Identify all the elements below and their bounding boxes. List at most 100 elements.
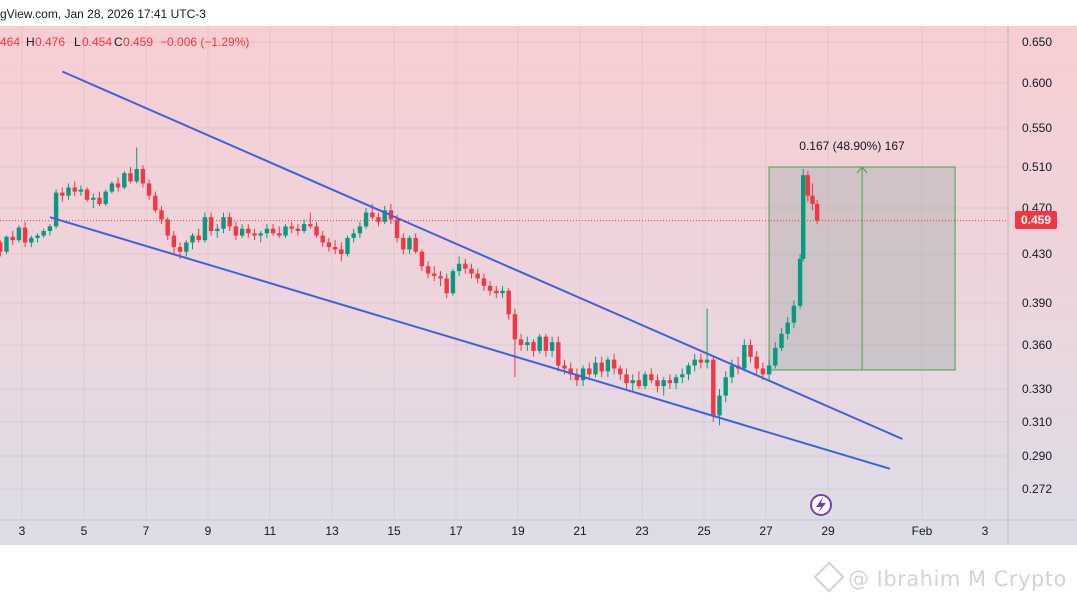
ohlc-row: 464 H 0.476 L 0.454 C 0.459 −0.006 (−1.2… bbox=[0, 35, 249, 49]
candle bbox=[103, 189, 108, 206]
candle bbox=[401, 233, 406, 254]
lightning-icon[interactable] bbox=[810, 494, 832, 516]
candle-body bbox=[115, 183, 121, 188]
candle-body bbox=[208, 217, 214, 231]
trendline-upper[interactable] bbox=[61, 70, 903, 440]
candle bbox=[357, 221, 363, 238]
candle bbox=[673, 374, 679, 389]
trendline-lower[interactable] bbox=[49, 216, 891, 470]
candle-body bbox=[537, 336, 542, 351]
candle bbox=[624, 368, 629, 389]
candle bbox=[580, 365, 586, 387]
watermark: @ Ibrahim M Crypto bbox=[813, 561, 1067, 593]
y-tick-label: 0.330 bbox=[1022, 382, 1052, 396]
candle bbox=[72, 181, 77, 196]
candle bbox=[295, 224, 301, 236]
ohlc-l-label: L bbox=[74, 35, 81, 49]
candle-body bbox=[729, 365, 735, 378]
candle-body bbox=[642, 374, 648, 387]
price-axis[interactable]: 0.6500.6000.5500.5100.4700.4300.3900.360… bbox=[1007, 26, 1077, 545]
candle bbox=[339, 242, 344, 262]
candle bbox=[649, 368, 654, 384]
candle-body bbox=[301, 224, 307, 231]
candle-body bbox=[549, 342, 555, 351]
candle bbox=[711, 356, 716, 422]
candle-body bbox=[41, 231, 46, 236]
candle bbox=[134, 147, 139, 184]
ohlc-open: 464 bbox=[0, 35, 20, 49]
candle-body bbox=[704, 359, 710, 363]
candle-body bbox=[543, 336, 549, 351]
candle-body bbox=[66, 187, 71, 196]
y-tick-label: 0.310 bbox=[1022, 415, 1052, 429]
candle-body bbox=[766, 365, 772, 375]
candle bbox=[593, 356, 598, 378]
x-tick-label: 15 bbox=[387, 524, 401, 538]
candle-body bbox=[636, 380, 642, 387]
x-tick-label: 25 bbox=[697, 524, 711, 538]
candle bbox=[611, 353, 617, 375]
candle bbox=[283, 224, 288, 238]
candle-body bbox=[698, 359, 704, 363]
time-axis[interactable]: 3 5 7 9 11 13 15 17 19 21 23 25 27 29 Feb 3 bbox=[0, 519, 1077, 538]
candle bbox=[568, 362, 573, 381]
candle bbox=[122, 171, 127, 190]
candle bbox=[481, 273, 487, 291]
candle-body bbox=[500, 290, 505, 294]
candle-body bbox=[227, 217, 232, 227]
ohlc-close: 0.459 bbox=[123, 35, 153, 49]
y-tick-label: 0.550 bbox=[1022, 121, 1052, 135]
candle bbox=[345, 235, 350, 257]
x-tick-label: 29 bbox=[821, 524, 835, 538]
candle bbox=[202, 212, 208, 243]
candle bbox=[680, 368, 685, 384]
candle bbox=[326, 237, 332, 252]
candle-body bbox=[264, 228, 270, 234]
candle-body bbox=[599, 362, 604, 372]
candle-body bbox=[246, 228, 251, 234]
candle bbox=[215, 224, 220, 238]
candle bbox=[425, 261, 431, 279]
price-axis-bg bbox=[1008, 26, 1077, 545]
candle bbox=[742, 339, 747, 372]
candle bbox=[376, 212, 381, 227]
candle bbox=[531, 339, 536, 357]
candle-body bbox=[4, 236, 9, 252]
candle bbox=[549, 336, 555, 357]
candle-body bbox=[35, 235, 40, 238]
candle bbox=[35, 233, 40, 243]
candle-body bbox=[376, 217, 381, 222]
candle bbox=[171, 231, 177, 254]
x-tick-label: 11 bbox=[264, 524, 277, 538]
candle-body bbox=[673, 377, 679, 384]
candle bbox=[574, 368, 580, 387]
candle bbox=[22, 221, 28, 248]
measure-tool[interactable] bbox=[768, 166, 956, 371]
candle-body bbox=[419, 251, 425, 267]
trendlines[interactable] bbox=[49, 70, 903, 470]
candle bbox=[4, 235, 9, 254]
candle-body bbox=[760, 368, 766, 375]
candle bbox=[0, 240, 3, 257]
x-tick-label: 3 bbox=[982, 524, 989, 538]
candle bbox=[29, 235, 34, 248]
candle-body bbox=[438, 276, 443, 279]
y-tick-label: 0.430 bbox=[1022, 247, 1052, 261]
candle-body bbox=[357, 226, 363, 234]
candle bbox=[16, 225, 22, 243]
candle bbox=[630, 374, 635, 393]
candle-body bbox=[196, 235, 201, 241]
candle-body bbox=[487, 285, 493, 291]
measure-arrowhead bbox=[856, 166, 868, 174]
candle bbox=[791, 300, 797, 329]
candle-body bbox=[47, 226, 53, 231]
candle bbox=[128, 167, 133, 184]
candle-body bbox=[512, 314, 518, 340]
candle bbox=[363, 208, 369, 229]
candle bbox=[115, 177, 121, 192]
ohlc-change: −0.006 (−1.29%) bbox=[160, 35, 249, 49]
candle-body bbox=[78, 189, 84, 192]
x-tick-label: 7 bbox=[143, 524, 150, 538]
y-tick-label: 0.290 bbox=[1022, 449, 1052, 463]
